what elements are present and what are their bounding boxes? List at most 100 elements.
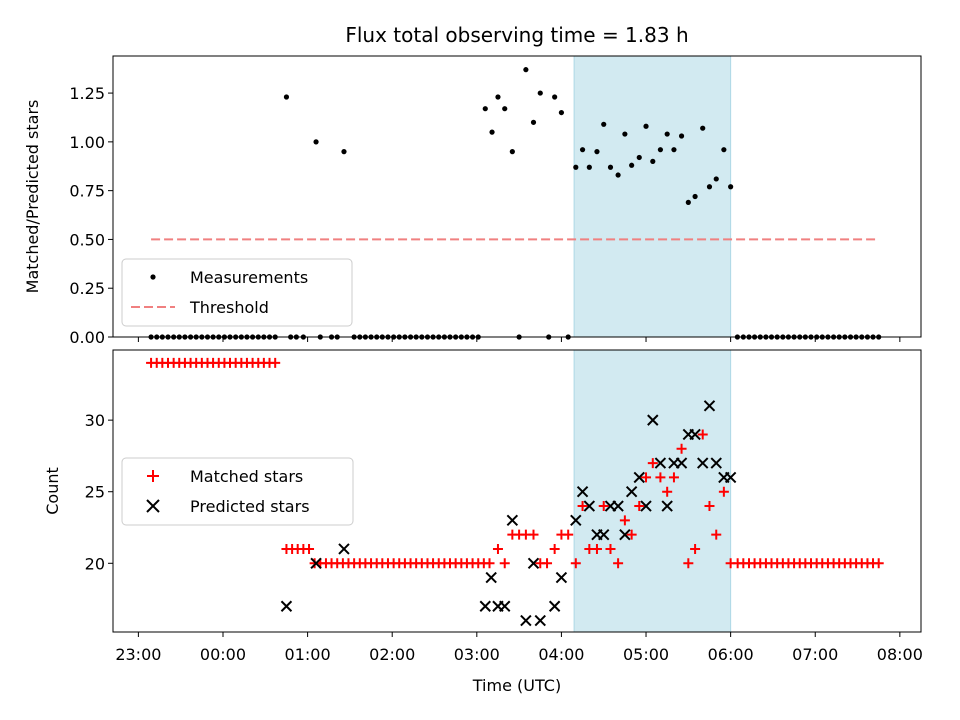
measurements-point-31 [341,149,347,155]
measurements-point-23 [283,94,290,100]
y-tick-label: 20 [85,554,105,573]
predicted-stars-point-15 [583,500,596,512]
measurements-point-68 [573,164,579,170]
predicted-stars-point-21 [625,486,638,498]
y-tick-label: 1.25 [69,84,105,103]
matched-stars-point-80 [634,501,645,512]
matched-stars-point-61 [499,558,510,569]
chart-title: Flux total observing time = 1.83 h [345,23,688,47]
predicted-stars-point-10 [534,614,546,627]
bottom-axes-frame [112,349,922,633]
legend-threshold-label: Threshold [189,298,269,317]
predicted-stars-point-31 [697,457,709,469]
measurements-point-86 [700,125,706,131]
predicted-stars-point-14 [576,486,589,498]
bottom-x-ticks: 23:00 00:00 01:00 02:00 03:00 04:00 05:00 06:00… [115,632,923,664]
matched-stars-point-85 [668,472,679,483]
bottom-legend: Matched stars Predicted stars [121,457,354,526]
predicted-stars-point-32 [703,400,716,412]
measurements-point-75 [622,131,628,137]
legend-matched-marker [147,470,159,482]
x-tick-label: 08:00 [877,645,923,664]
predicted-stars-point-12 [555,571,568,584]
measurements-point-72 [601,121,607,127]
top-axes-frame [112,55,922,338]
y-tick-label: 0.75 [69,182,105,201]
measurements-point-70 [586,164,592,170]
measurements-point-65 [552,94,558,100]
measurements-point-90 [728,184,734,190]
predicted-stars-point-3 [479,600,491,612]
x-axis-label: Time (UTC) [472,676,561,695]
predicted-stars-point-8 [520,614,532,627]
x-tick-label: 23:00 [115,645,161,664]
legend-predicted-marker [146,499,160,513]
predicted-stars-point-7 [506,514,519,527]
matched-stars-point-59 [484,558,495,569]
x-tick-label: 00:00 [200,645,246,664]
measurements-point-76 [629,162,635,168]
matched-stars-point-70 [563,529,574,540]
legend-measurements-marker [150,274,156,280]
bottom-legend-box [121,457,354,526]
matched-stars-point-77 [613,558,624,569]
top-legend: Measurements Threshold [121,258,353,327]
y-tick-label: 0.00 [69,328,105,347]
x-tick-label: 02:00 [369,645,415,664]
predicted-stars-point-1 [310,557,322,569]
y-tick-label: 1.00 [69,133,105,152]
predicted-stars-point-30 [689,428,701,441]
measurements-point-61 [523,67,529,73]
y-tick-label: 0.25 [69,279,105,298]
count-points [146,357,884,627]
measurements-point-82 [671,147,677,153]
matched-stars-point-84 [662,486,673,497]
measurements-point-78 [643,123,649,129]
x-tick-label: 07:00 [792,645,838,664]
measurements-point-62 [530,119,537,125]
top-x-ticks [137,337,901,342]
predicted-stars-point-4 [485,571,497,584]
legend-matched-label: Matched stars [190,467,303,486]
x-tick-label: 03:00 [454,645,500,664]
measurements-point-69 [579,147,586,153]
predicted-stars-point-2 [338,543,350,555]
matched-stars-point-87 [683,558,694,569]
measurements-point-66 [558,109,565,116]
measurements-point-57 [495,94,501,100]
matched-stars-point-68 [549,543,560,554]
measurements-point-55 [482,106,488,112]
top-y-ticks: 0.00 0.25 0.50 0.75 1.00 1.25 [69,84,113,347]
measurements-point-73 [607,164,614,170]
matched-stars-point-82 [647,458,658,469]
predicted-stars-point-26 [661,500,673,512]
bottom-panel: 20 25 30 23:00 00:00 01:00 02:00 03:00 04:00 05:… [43,349,923,695]
matched-stars-point-83 [655,472,666,483]
measurements-point-58 [502,106,508,112]
predicted-stars-point-35 [724,471,737,484]
matched-stars-point-76 [605,543,616,554]
measurements-point-63 [537,90,543,96]
matched-stars-point-79 [626,529,637,540]
observing-window-span-bottom [573,349,732,633]
predicted-stars-point-17 [598,528,610,541]
matched-stars-point-88 [690,543,701,554]
predicted-stars-point-22 [633,471,645,484]
predicted-stars-point-33 [710,457,722,469]
measurements-point-89 [721,147,727,153]
measurements-point-84 [685,199,691,205]
top-panel: Flux total observing time = 1.83 h 0.00 0… [23,23,922,347]
bottom-y-axis-label: Count [43,467,62,515]
y-tick-label: 30 [85,411,105,430]
measurements-point-74 [615,172,621,178]
predicted-stars-point-28 [675,457,688,469]
measurements-points [148,67,882,340]
measurements-point-71 [594,149,600,155]
matched-stars-point-22 [270,357,281,368]
predicted-stars-point-20 [619,528,631,541]
measurements-point-81 [664,131,670,137]
measurements-point-80 [657,147,664,153]
matched-stars-point-27 [304,543,315,554]
bottom-y-ticks: 20 25 30 [85,411,113,573]
matched-stars-point-92 [718,486,729,497]
